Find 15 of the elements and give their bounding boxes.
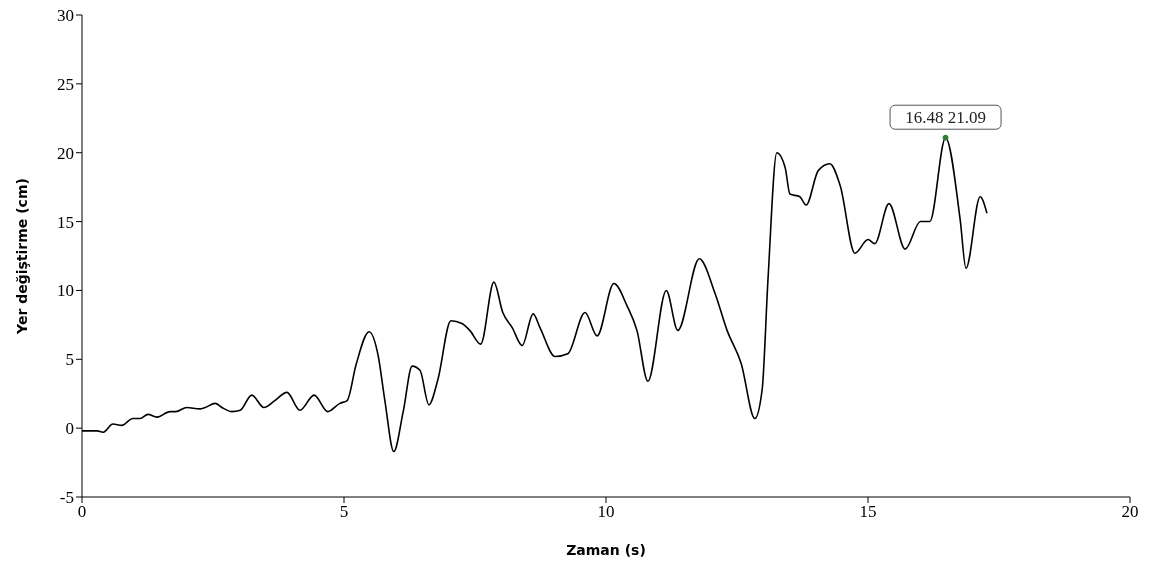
y-tick-label: 30 [57, 6, 74, 26]
y-tick-label: 5 [65, 350, 74, 370]
x-axis-title: Zaman (s) [566, 542, 646, 558]
x-tick-label: 5 [339, 502, 349, 522]
y-tick-label: 20 [57, 143, 74, 163]
x-tick-label: 15 [859, 502, 877, 522]
x-tick-label: 10 [597, 502, 615, 522]
y-tick-label: 25 [57, 74, 74, 94]
y-axis-title: Yer değiştirme (cm) [13, 178, 30, 335]
y-tick-label: 15 [57, 212, 74, 232]
annotation: 16.48 21.09 [905, 108, 986, 128]
x-tick-label: 20 [1121, 502, 1139, 522]
y-tick-label: -5 [59, 488, 74, 508]
y-tick-label: 10 [57, 281, 74, 301]
y-tick-label: 0 [65, 419, 74, 439]
